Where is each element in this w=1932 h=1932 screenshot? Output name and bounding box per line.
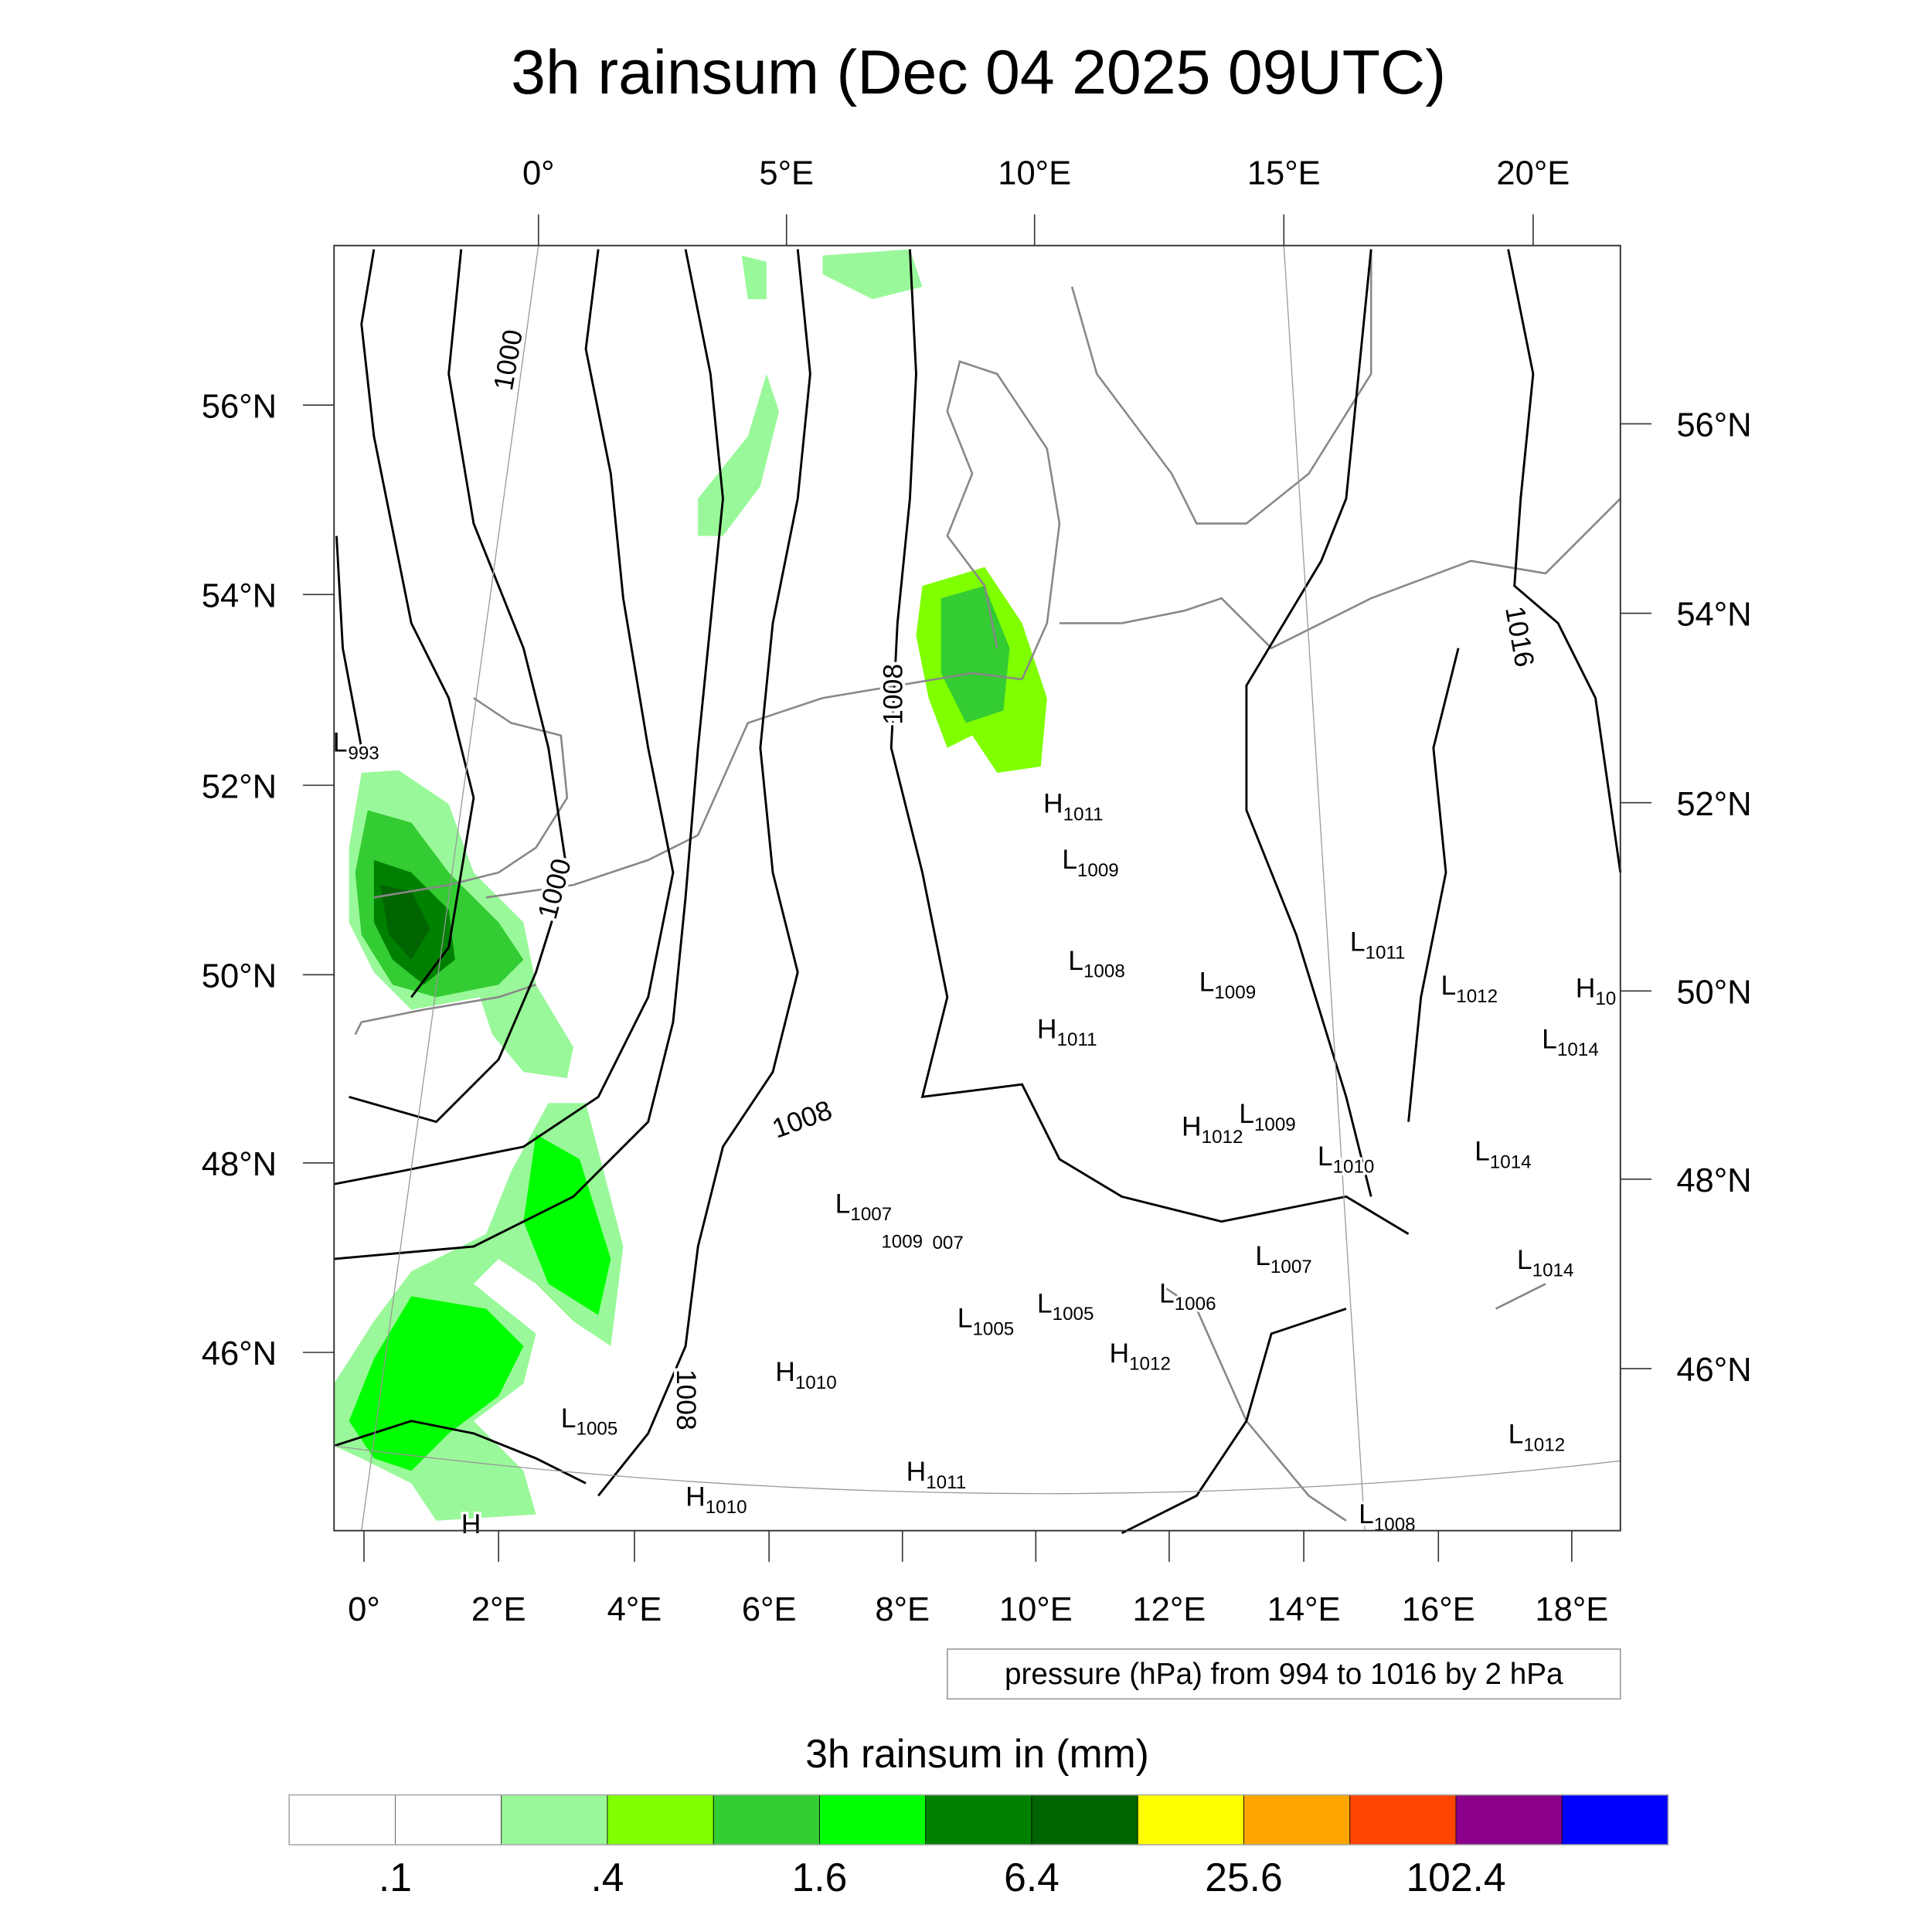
low-pressure-label: L1014 xyxy=(1475,1136,1532,1173)
colorbar-swatch xyxy=(1031,1794,1138,1845)
isobars xyxy=(333,249,1622,1535)
low-pressure-label: L1009 xyxy=(1062,844,1119,881)
colorbar-label: 1.6 xyxy=(792,1855,848,1900)
colorbar-swatch xyxy=(1137,1794,1244,1845)
plot-frame xyxy=(333,244,1621,1532)
colorbar-swatch xyxy=(1349,1794,1457,1845)
isobar-label: 1008 xyxy=(878,664,909,725)
colorbar-swatch xyxy=(713,1794,820,1845)
low-pressure-label: L1009 xyxy=(1199,966,1257,1003)
left-axis-label: 56°N xyxy=(202,388,277,425)
left-axis-label: 52°N xyxy=(202,768,277,805)
low-pressure-label: L1005 xyxy=(1037,1287,1094,1325)
high-pressure-label: H xyxy=(461,1509,481,1539)
colorbar-swatch xyxy=(1561,1794,1668,1845)
low-pressure-label: L1012 xyxy=(1441,970,1498,1007)
low-pressure-label: L1012 xyxy=(1509,1419,1566,1456)
colorbar-swatch xyxy=(925,1794,1032,1845)
bottom-axis-label: 8°E xyxy=(875,1591,930,1628)
high-pressure-label: H1012 xyxy=(1109,1338,1170,1375)
bottom-axis-label: 16°E xyxy=(1402,1591,1475,1628)
bottom-axis-label: 2°E xyxy=(471,1591,526,1628)
right-axis-label: 54°N xyxy=(1676,597,1751,634)
high-pressure-label: H10 xyxy=(1576,972,1617,1009)
low-pressure-label: L1007 xyxy=(1255,1240,1312,1277)
top-axis-label: 0° xyxy=(522,155,555,192)
rain-area-north-sea xyxy=(698,249,923,536)
high-pressure-label: H1012 xyxy=(1182,1111,1243,1148)
left-axis-label: 54°N xyxy=(202,577,277,614)
top-axis-label: 20°E xyxy=(1496,155,1570,192)
bottom-axis-label: 14°E xyxy=(1267,1591,1341,1628)
colorbar-swatch xyxy=(607,1794,714,1845)
contour-info-box: pressure (hPa) from 994 to 1016 by 2 hPa xyxy=(947,1648,1621,1700)
low-pressure-label: 1009 xyxy=(881,1232,923,1253)
colorbar-label: 6.4 xyxy=(1004,1855,1060,1900)
colorbar-label: 25.6 xyxy=(1205,1855,1282,1900)
top-axis-label: 15°E xyxy=(1247,155,1321,192)
right-axis-label: 56°N xyxy=(1676,407,1751,444)
left-axis-label: 50°N xyxy=(202,957,277,995)
colorbar-swatch xyxy=(288,1794,396,1845)
right-axis-label: 48°N xyxy=(1676,1162,1751,1199)
colorbar-swatch xyxy=(501,1794,608,1845)
low-pressure-label: L1010 xyxy=(1318,1141,1375,1178)
high-pressure-label: H1010 xyxy=(775,1356,836,1393)
right-axis-label: 46°N xyxy=(1676,1352,1751,1389)
isobar-label: 1008 xyxy=(671,1369,702,1430)
top-axis-label: 5°E xyxy=(759,155,814,192)
colorbar-title: 3h rainsum in (mm) xyxy=(805,1731,1149,1776)
bottom-axis-label: 4°E xyxy=(607,1591,662,1628)
colorbar-label: .4 xyxy=(590,1855,624,1900)
high-pressure-label: H1011 xyxy=(1037,1014,1097,1051)
colorbar-swatch xyxy=(1455,1794,1563,1845)
colorbar-label: 102.4 xyxy=(1406,1855,1505,1900)
colorbar-swatch xyxy=(819,1794,927,1845)
rain-area-south-mid xyxy=(349,1134,611,1471)
colorbar-label: .1 xyxy=(379,1855,412,1900)
low-pressure-label: L1008 xyxy=(1068,945,1125,982)
colorbar-swatch xyxy=(1243,1794,1351,1845)
top-axis-label: 10°E xyxy=(998,155,1071,192)
map-title: 3h rainsum (Dec 04 2025 09UTC) xyxy=(511,38,1446,107)
high-pressure-label: H1011 xyxy=(906,1456,967,1493)
right-axis-label: 50°N xyxy=(1676,974,1751,1011)
left-axis-label: 48°N xyxy=(202,1146,277,1183)
right-axis-label: 52°N xyxy=(1676,786,1751,823)
low-pressure-label: L1007 xyxy=(835,1188,893,1225)
bottom-axis-label: 6°E xyxy=(742,1591,797,1628)
low-pressure-label: L1008 xyxy=(1359,1498,1416,1536)
high-pressure-label: H1011 xyxy=(1043,788,1104,825)
bottom-axis-label: 18°E xyxy=(1535,1591,1608,1628)
colorbar-swatch xyxy=(395,1794,502,1845)
low-pressure-label: 007 xyxy=(932,1233,963,1253)
axes: 0° 5°E 10°E 15°E 20°E 56°N 54°N 52°N 50°N 48°N 46°… xyxy=(202,155,1752,1628)
low-pressure-label: L1005 xyxy=(561,1403,618,1440)
low-pressure-label: L1005 xyxy=(957,1303,1015,1340)
low-pressure-label: L1009 xyxy=(1239,1098,1296,1135)
low-pressure-label: L1011 xyxy=(1350,927,1406,964)
low-pressure-label: L1014 xyxy=(1542,1023,1599,1060)
graticule xyxy=(334,245,1621,1531)
low-pressure-label: L1006 xyxy=(1159,1277,1216,1315)
low-pressure-label: L1014 xyxy=(1517,1244,1574,1281)
colorbar: .1 .4 1.6 6.4 25.6 102.4 xyxy=(288,1794,1669,1900)
bottom-axis-label: 10°E xyxy=(999,1591,1073,1628)
left-axis-label: 46°N xyxy=(202,1335,277,1372)
bottom-axis-label: 0° xyxy=(348,1591,380,1628)
bottom-axis-label: 12°E xyxy=(1132,1591,1206,1628)
high-pressure-label: H1010 xyxy=(685,1481,747,1518)
contour-info-text: pressure (hPa) from 994 to 1016 by 2 hPa xyxy=(1005,1658,1563,1691)
